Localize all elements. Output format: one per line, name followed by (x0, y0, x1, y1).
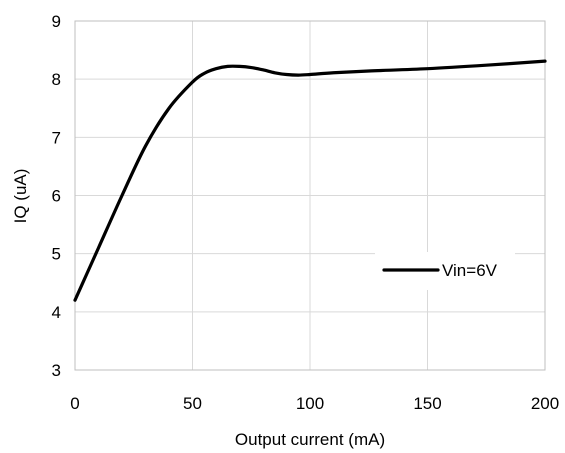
series-layer (73, 59, 547, 302)
y-tick-label: 5 (52, 245, 61, 264)
y-axis-title: IQ (uA) (11, 169, 30, 224)
x-tick-label: 50 (183, 394, 202, 413)
y-tick-label: 7 (52, 128, 61, 147)
series-line-vin-6v (73, 59, 547, 302)
y-tick-label: 3 (52, 361, 61, 380)
y-tick-label: 8 (52, 70, 61, 89)
y-tick-labels: 3 4 5 6 7 8 9 (52, 12, 61, 380)
legend: Vin=6V (375, 252, 515, 290)
plot-frame (74, 20, 546, 371)
legend-label-vin-6v: Vin=6V (442, 261, 498, 280)
x-tick-label: 150 (413, 394, 441, 413)
x-tick-label: 100 (296, 394, 324, 413)
x-axis-title: Output current (mA) (235, 430, 385, 449)
x-tick-label: 0 (70, 394, 79, 413)
y-tick-label: 6 (52, 187, 61, 206)
x-tick-label: 200 (531, 394, 559, 413)
x-tick-labels: 0 50 100 150 200 (70, 394, 559, 413)
y-tick-label: 4 (52, 303, 61, 322)
y-tick-label: 9 (52, 12, 61, 31)
